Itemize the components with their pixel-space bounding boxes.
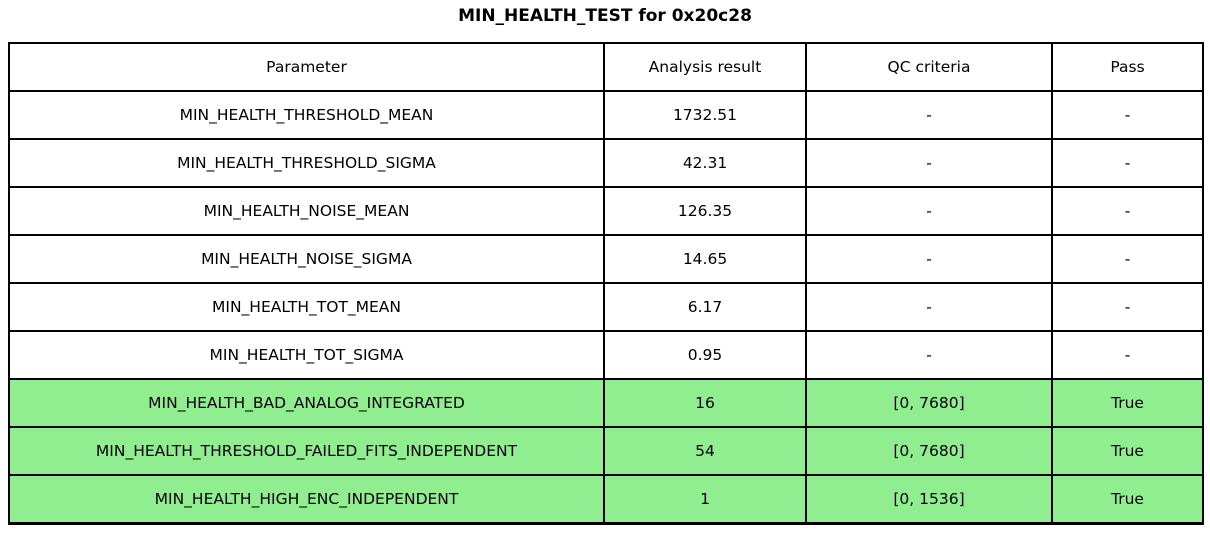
cell-qc-criteria: [0, 1536] (805, 474, 1053, 525)
cell-pass: - (1051, 138, 1204, 188)
column-header-analysis-result: Analysis result (603, 42, 807, 92)
cell-pass: - (1051, 234, 1204, 284)
cell-qc-criteria: - (805, 90, 1053, 140)
table-row: MIN_HEALTH_THRESHOLD_SIGMA 42.31- - (8, 138, 1204, 188)
table-row: MIN_HEALTH_THRESHOLD_FAILED_FITS_INDEPEN… (8, 426, 1204, 476)
cell-analysis-result: 14.65 (603, 234, 807, 284)
cell-qc-criteria: - (805, 186, 1053, 236)
table-body: MIN_HEALTH_THRESHOLD_MEAN 1732.51- - MIN_HE… (8, 90, 1204, 525)
cell-qc-criteria: [0, 7680] (805, 426, 1053, 476)
cell-qc-criteria: - (805, 234, 1053, 284)
cell-analysis-result: 54 (603, 426, 807, 476)
cell-pass: - (1051, 282, 1204, 332)
qc-results-table: Parameter Analysis result QC criteria Pass … (8, 42, 1204, 525)
cell-parameter: MIN_HEALTH_THRESHOLD_FAILED_FITS_INDEPEN… (8, 426, 605, 476)
cell-analysis-result: 16 (603, 378, 807, 428)
cell-analysis-result: 0.95 (603, 330, 807, 380)
cell-parameter: MIN_HEALTH_NOISE_SIGMA (8, 234, 605, 284)
cell-pass: - (1051, 186, 1204, 236)
cell-analysis-result: 6.17 (603, 282, 807, 332)
cell-parameter: MIN_HEALTH_NOISE_MEAN (8, 186, 605, 236)
cell-analysis-result: 1732.51 (603, 90, 807, 140)
page-title: MIN_HEALTH_TEST for 0x20c28 (458, 6, 752, 26)
table-row: MIN_HEALTH_TOT_SIGMA 0.95- - (8, 330, 1204, 380)
cell-parameter: MIN_HEALTH_THRESHOLD_SIGMA (8, 138, 605, 188)
cell-parameter: MIN_HEALTH_HIGH_ENC_INDEPENDENT (8, 474, 605, 525)
cell-parameter: MIN_HEALTH_TOT_MEAN (8, 282, 605, 332)
cell-analysis-result: 126.35 (603, 186, 807, 236)
cell-parameter: MIN_HEALTH_THRESHOLD_MEAN (8, 90, 605, 140)
cell-pass: True (1051, 378, 1204, 428)
table-row: MIN_HEALTH_HIGH_ENC_INDEPENDENT 1 [0, 1536… (8, 474, 1204, 525)
cell-parameter: MIN_HEALTH_BAD_ANALOG_INTEGRATED (8, 378, 605, 428)
table-row: MIN_HEALTH_TOT_MEAN 6.17- - (8, 282, 1204, 332)
cell-pass: True (1051, 426, 1204, 476)
table-header-row: Parameter Analysis result QC criteria Pass (8, 42, 1204, 92)
cell-pass: - (1051, 90, 1204, 140)
cell-analysis-result: 1 (603, 474, 807, 525)
table-row: MIN_HEALTH_NOISE_MEAN 126.35- - (8, 186, 1204, 236)
cell-qc-criteria: - (805, 330, 1053, 380)
table-row: MIN_HEALTH_BAD_ANALOG_INTEGRATED 16 [0, 76… (8, 378, 1204, 428)
cell-pass: - (1051, 330, 1204, 380)
cell-qc-criteria: - (805, 282, 1053, 332)
column-header-parameter: Parameter (8, 42, 605, 92)
cell-parameter: MIN_HEALTH_TOT_SIGMA (8, 330, 605, 380)
column-header-pass: Pass (1051, 42, 1204, 92)
table-row: MIN_HEALTH_THRESHOLD_MEAN 1732.51- - (8, 90, 1204, 140)
column-header-qc-criteria: QC criteria (805, 42, 1053, 92)
cell-analysis-result: 42.31 (603, 138, 807, 188)
table-row: MIN_HEALTH_NOISE_SIGMA 14.65- - (8, 234, 1204, 284)
cell-pass: True (1051, 474, 1204, 525)
cell-qc-criteria: - (805, 138, 1053, 188)
cell-qc-criteria: [0, 7680] (805, 378, 1053, 428)
